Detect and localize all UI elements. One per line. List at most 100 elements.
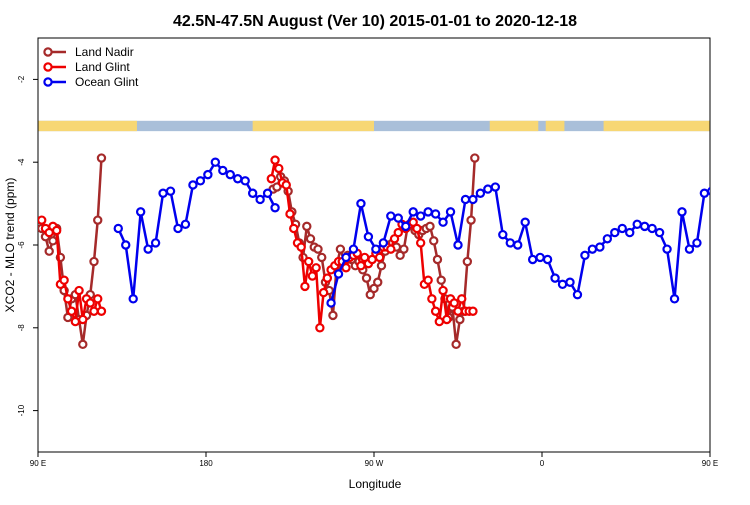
data-point xyxy=(302,221,312,232)
data-point xyxy=(48,236,58,246)
data-point xyxy=(78,314,88,325)
data-point xyxy=(415,238,426,248)
data-point xyxy=(315,323,325,333)
data-point xyxy=(393,213,403,223)
y-tick-label: -6 xyxy=(17,241,26,249)
data-point xyxy=(527,254,538,265)
data-point xyxy=(303,256,314,267)
data-point xyxy=(322,273,333,283)
data-point xyxy=(341,252,351,263)
y-tick-label: -10 xyxy=(17,404,26,416)
data-point xyxy=(371,244,381,254)
data-point xyxy=(281,180,291,190)
data-point xyxy=(270,203,280,213)
land-band-segment xyxy=(252,120,374,132)
data-point xyxy=(363,232,374,242)
data-point xyxy=(669,294,680,304)
data-point xyxy=(313,244,323,254)
axes: 90 E 180 90 W 0 90 E -2 -4 -6 -8 -10 xyxy=(17,37,718,468)
legend-entry-label: Land Glint xyxy=(75,60,130,74)
legend-entry-label: Land Nadir xyxy=(75,45,134,59)
data-point xyxy=(195,176,206,186)
data-point xyxy=(121,240,131,250)
data-point xyxy=(203,169,213,180)
data-point xyxy=(96,153,107,163)
data-point xyxy=(93,215,103,225)
data-point xyxy=(632,219,642,229)
data-point xyxy=(361,273,372,283)
data-point xyxy=(218,165,228,176)
data-point xyxy=(376,261,387,271)
data-point xyxy=(356,198,366,209)
series-land-glint xyxy=(38,155,478,333)
land-ocean-mask-band xyxy=(38,120,710,132)
data-point xyxy=(438,285,448,296)
land-band-segment xyxy=(545,120,565,132)
data-point xyxy=(289,223,299,234)
data-point xyxy=(602,234,613,244)
x-tick-label: 0 xyxy=(540,459,545,468)
data-point xyxy=(475,188,486,198)
data-point xyxy=(580,250,590,261)
data-point xyxy=(587,244,598,254)
y-tick-label: -4 xyxy=(17,158,26,166)
data-point xyxy=(66,306,77,316)
data-point xyxy=(74,285,84,296)
data-point xyxy=(150,238,161,248)
data-point xyxy=(38,215,47,225)
data-point xyxy=(188,180,198,190)
data-point xyxy=(442,314,452,325)
data-point xyxy=(233,174,243,184)
data-point xyxy=(498,229,508,240)
data-point xyxy=(415,211,426,221)
data-point xyxy=(470,153,480,163)
data-series xyxy=(38,153,710,350)
data-point xyxy=(595,242,605,252)
data-point xyxy=(647,223,657,234)
data-point xyxy=(462,256,473,267)
data-point xyxy=(128,294,138,304)
data-point xyxy=(662,244,672,254)
data-point xyxy=(505,238,515,248)
data-point xyxy=(557,279,568,290)
data-point xyxy=(677,207,687,217)
data-point xyxy=(85,298,95,308)
data-point xyxy=(399,244,409,254)
legend-swatch-marker xyxy=(43,77,53,87)
data-point xyxy=(466,215,476,225)
data-point xyxy=(654,227,665,238)
data-point xyxy=(550,273,560,283)
legend-swatch-marker xyxy=(43,62,53,72)
data-point xyxy=(513,240,523,250)
land-band-segment xyxy=(489,120,539,132)
data-point xyxy=(692,238,702,248)
data-point xyxy=(270,155,280,165)
data-point xyxy=(285,209,295,219)
y-tick-label: -8 xyxy=(17,324,26,332)
data-point xyxy=(378,238,389,248)
y-axis-label: XCO2 - MLO trend (ppm) xyxy=(3,178,17,313)
data-point xyxy=(460,194,471,205)
data-point xyxy=(262,188,273,198)
data-point xyxy=(707,186,710,196)
data-point xyxy=(393,227,403,238)
data-point xyxy=(434,316,445,327)
data-point xyxy=(453,306,463,316)
land-band-segment xyxy=(603,120,710,132)
data-point xyxy=(386,244,396,254)
data-point xyxy=(639,221,650,232)
data-point xyxy=(565,277,575,287)
legend-entry-label: Ocean Glint xyxy=(75,75,139,89)
data-point xyxy=(348,244,359,254)
data-point xyxy=(408,207,418,217)
data-point xyxy=(445,207,456,217)
legend-swatch-marker xyxy=(43,47,53,57)
data-point xyxy=(427,294,437,304)
data-point xyxy=(432,254,443,265)
data-point xyxy=(483,184,493,194)
data-point xyxy=(165,186,176,196)
y-tick-label: -2 xyxy=(17,75,26,83)
data-point xyxy=(572,289,583,300)
data-point xyxy=(438,217,448,227)
